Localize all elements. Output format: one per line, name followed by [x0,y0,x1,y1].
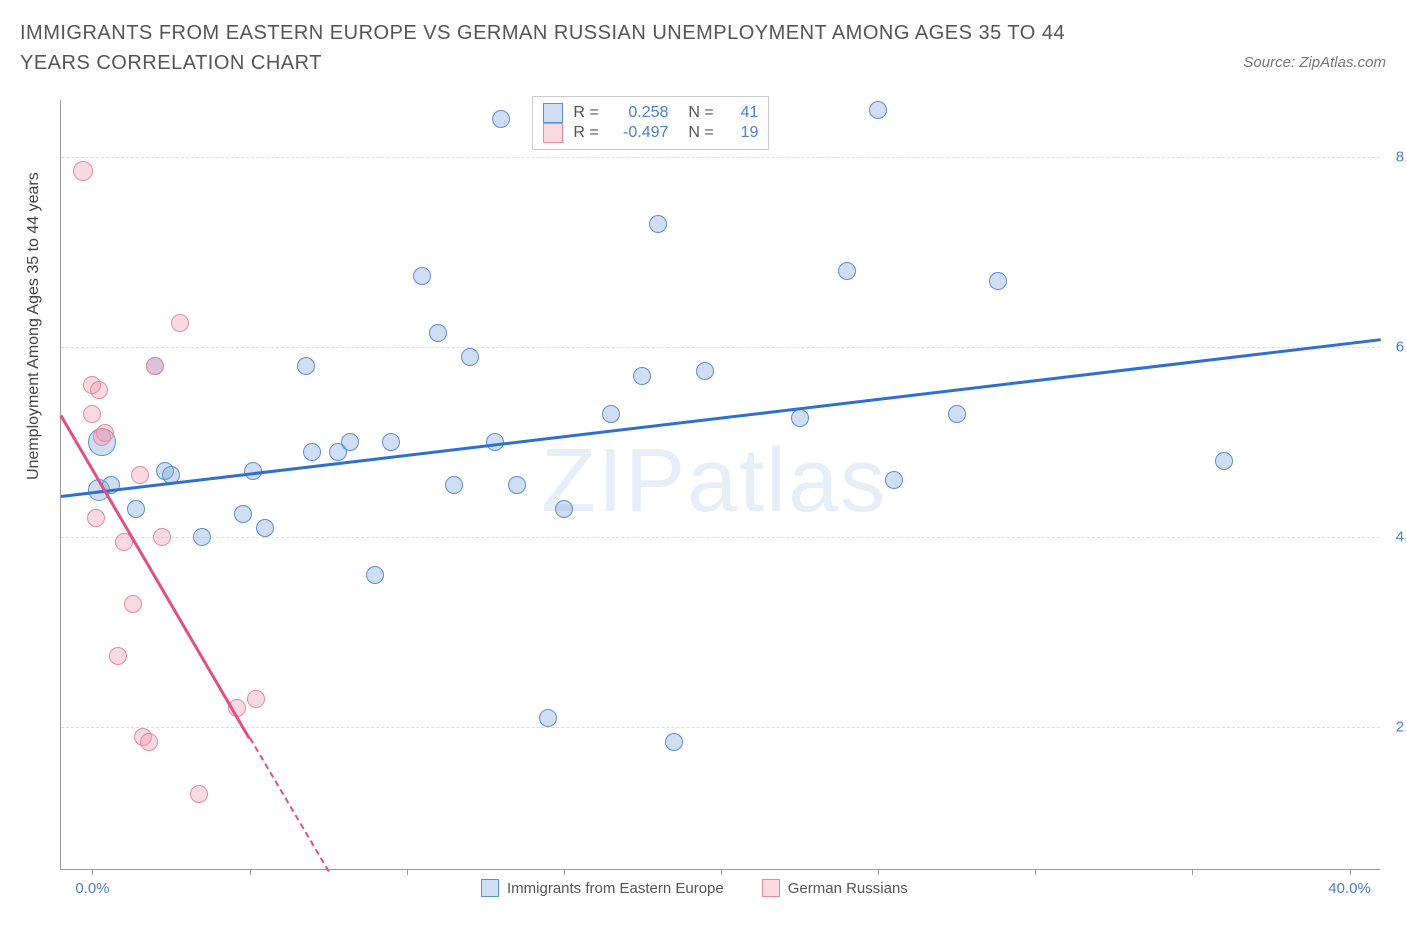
data-point [247,690,265,708]
x-tick [407,869,408,875]
data-point [665,733,683,751]
data-point [190,785,208,803]
y-tick-label: 2.0% [1396,719,1406,736]
legend-n-label: N = [688,104,718,122]
source-credit: Source: ZipAtlas.com [1243,54,1386,71]
x-tick [1035,869,1036,875]
data-point [90,381,108,399]
trend-line [60,414,251,738]
legend-r-value: -0.497 [613,124,668,142]
x-tick [721,869,722,875]
legend-series-label: German Russians [788,880,908,897]
x-tick-label: 40.0% [1328,880,1371,897]
gridline-h [61,347,1380,348]
x-tick [564,869,565,875]
source-name: ZipAtlas.com [1299,54,1386,71]
data-point [508,476,526,494]
gridline-h [61,157,1380,158]
trend-line [61,338,1381,497]
data-point [153,528,171,546]
watermark: ZIPatlas [541,430,887,533]
data-point [948,405,966,423]
data-point [87,509,105,527]
data-point [234,505,252,523]
data-point [555,500,573,518]
x-tick [1192,869,1193,875]
data-point [989,272,1007,290]
data-point [382,433,400,451]
data-point [602,405,620,423]
data-point [869,101,887,119]
source-prefix: Source: [1243,54,1299,71]
x-tick-label: 0.0% [75,880,109,897]
data-point [633,367,651,385]
gridline-h [61,727,1380,728]
legend-swatch [543,103,563,123]
x-tick [250,869,251,875]
x-tick [1350,869,1351,875]
x-tick [92,869,93,875]
data-point [429,324,447,342]
y-tick-label: 6.0% [1396,339,1406,356]
legend-n-value: 19 [728,124,758,142]
y-axis-title: Unemployment Among Ages 35 to 44 years [25,172,43,480]
data-point [461,348,479,366]
legend-swatch [543,123,563,143]
data-point [124,595,142,613]
data-point [193,528,211,546]
legend-row: R = -0.497 N = 19 [543,123,758,143]
legend-series-label: Immigrants from Eastern Europe [507,880,724,897]
x-tick [878,869,879,875]
trend-line-dashed [249,737,329,871]
legend-r-label: R = [573,124,603,142]
legend-swatch [762,879,780,897]
data-point [539,709,557,727]
chart-plot-area: ZIPatlas 2.0%4.0%6.0%8.0%0.0%40.0%R =0.2… [60,100,1380,870]
data-point [256,519,274,537]
legend-row: R = 0.258 N = 41 [543,103,758,123]
y-tick-label: 4.0% [1396,529,1406,546]
data-point [366,566,384,584]
correlation-legend: R = 0.258 N = 41 R = -0.497 N = 19 [532,96,769,150]
legend-n-label: N = [688,124,718,142]
chart-title: IMMIGRANTS FROM EASTERN EUROPE VS GERMAN… [20,18,1120,78]
header-row: IMMIGRANTS FROM EASTERN EUROPE VS GERMAN… [0,0,1406,82]
data-point [838,262,856,280]
data-point [885,471,903,489]
legend-swatch [481,879,499,897]
legend-r-label: R = [573,104,603,122]
data-point [109,647,127,665]
data-point [303,443,321,461]
data-point [341,433,359,451]
data-point [413,267,431,285]
legend-n-value: 41 [728,104,758,122]
data-point [649,215,667,233]
data-point [146,357,164,375]
data-point [1215,452,1233,470]
legend-r-value: 0.258 [613,104,668,122]
series-legend: Immigrants from Eastern Europe German Rus… [481,879,938,897]
data-point [791,409,809,427]
data-point [83,405,101,423]
y-tick-label: 8.0% [1396,149,1406,166]
data-point [297,357,315,375]
data-point [131,466,149,484]
data-point [492,110,510,128]
data-point [96,424,114,442]
data-point [140,733,158,751]
data-point [696,362,714,380]
data-point [445,476,463,494]
data-point [73,161,93,181]
gridline-h [61,537,1380,538]
data-point [171,314,189,332]
data-point [127,500,145,518]
